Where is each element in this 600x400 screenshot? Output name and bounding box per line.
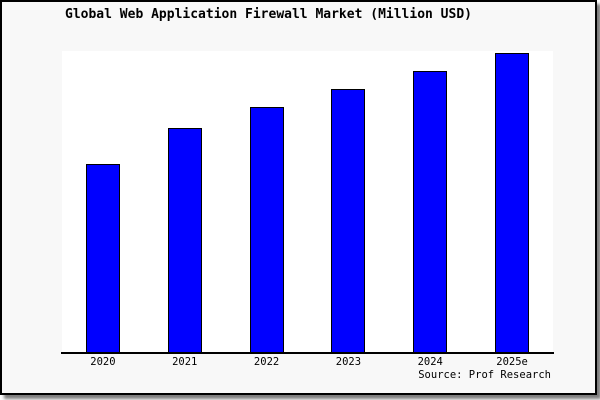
bar-2022 (249, 107, 284, 353)
bar-slot-2025e (471, 51, 553, 353)
bar-slot-2022 (226, 51, 308, 353)
x-tick-label-2020: 2020 (90, 356, 116, 368)
bar-slot-2021 (144, 51, 226, 353)
x-tick-label-2022: 2022 (253, 356, 280, 368)
bar-slot-2023 (307, 51, 389, 353)
x-axis-tick-labels: 2020 2021 2022 2023 2024 2025e (62, 355, 553, 369)
bar-2020 (85, 164, 120, 353)
x-tick-label-2021: 2021 (172, 356, 198, 368)
x-tick-label-2023: 2023 (335, 356, 362, 368)
chart-title: Global Web Application Firewall Market (… (65, 7, 472, 22)
bar-slot-2024 (389, 51, 471, 353)
source-credit: Source: Prof Research (418, 369, 551, 381)
bar-2024 (413, 71, 448, 353)
x-axis-line (61, 352, 554, 354)
x-tick-label-2024: 2024 (417, 356, 443, 368)
bar-2023 (331, 89, 366, 353)
bar-2021 (167, 128, 202, 353)
x-tick-label-2025e: 2025e (496, 356, 528, 368)
bar-slot-2020 (62, 51, 144, 353)
bar-2025e (495, 53, 530, 353)
plot-area (62, 51, 553, 353)
